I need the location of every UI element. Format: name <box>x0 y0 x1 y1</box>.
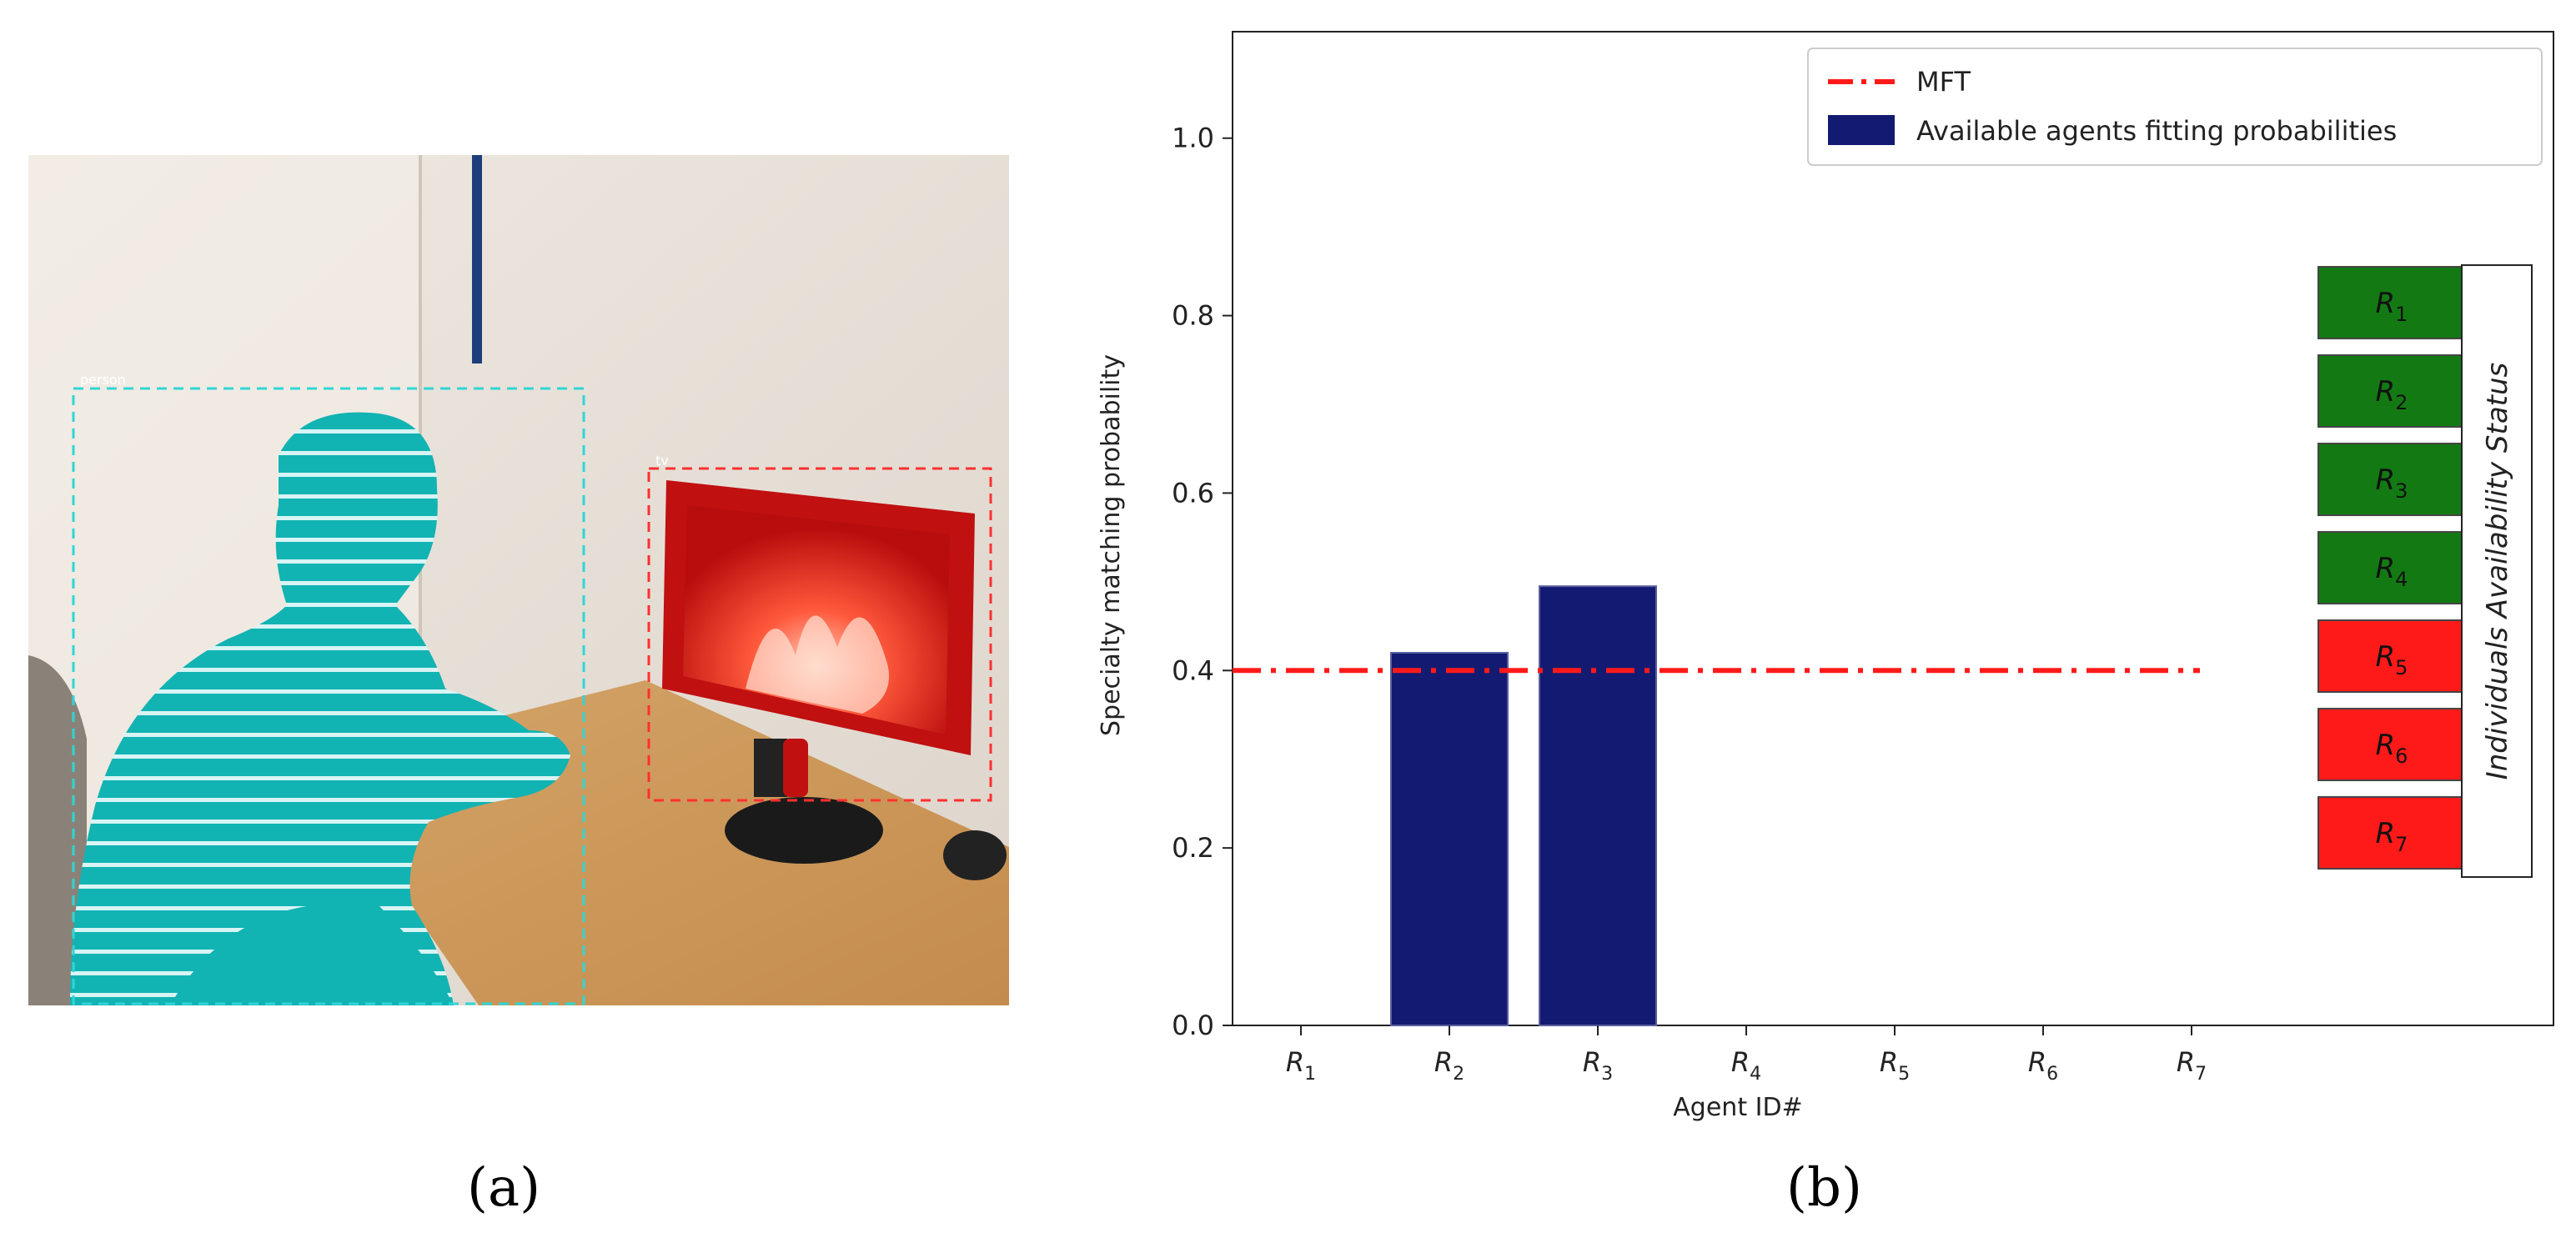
person-bounding-box <box>72 387 585 1005</box>
person-mask <box>70 412 570 1005</box>
flames <box>746 615 889 714</box>
y-tick-label: 0.0 <box>1172 1010 1214 1041</box>
x-tick-label: R5 <box>1880 1046 1910 1085</box>
legend-bar-swatch <box>1828 115 1895 145</box>
panel-b-label: (b) <box>1786 1157 1862 1219</box>
y-axis-label: Specialty matching probability <box>1097 354 1126 736</box>
status-box-R2 <box>2317 354 2466 429</box>
status-box-R1 <box>2317 266 2466 340</box>
status-box-R3 <box>2317 443 2466 517</box>
panel-a-label: (a) <box>467 1157 541 1219</box>
segmentation-photo: person tv <box>28 155 1009 1005</box>
x-tick-label: R2 <box>1434 1046 1464 1085</box>
bar-R3 <box>1539 585 1657 1026</box>
monitor-box-label: tv <box>655 453 669 469</box>
status-box-R5 <box>2317 619 2466 694</box>
status-box-label: R5 <box>2376 640 2408 679</box>
legend: MFT Available agents fitting probabilitie… <box>1807 48 2543 166</box>
x-tick-label: R7 <box>2177 1046 2207 1085</box>
x-tick-label: R4 <box>1731 1046 1761 1085</box>
status-title: Individuals Availability Status <box>2481 363 2514 780</box>
x-tick-label: R3 <box>1583 1046 1613 1085</box>
y-tick-label: 0.8 <box>1172 300 1214 332</box>
monitor-base <box>725 797 883 864</box>
mouse <box>943 830 1007 880</box>
legend-box <box>1807 48 2543 166</box>
bars <box>1390 585 1657 1026</box>
availability-status-panel: R1 R2 R3 R4 R5 R6 R7 Individuals Availability S… <box>2317 264 2533 879</box>
status-box-label: R2 <box>2376 375 2408 414</box>
x-tick-label: R1 <box>1286 1046 1316 1085</box>
status-title-box <box>2461 264 2533 879</box>
status-box-label: R1 <box>2376 287 2408 326</box>
x-ticks: R1 R2 R3 R4 R5 R6 R7 <box>1286 1025 2207 1085</box>
y-tick-label: 1.0 <box>1172 123 1214 154</box>
status-box-label: R3 <box>2376 464 2408 503</box>
x-axis-label: Agent ID# <box>1673 1093 1802 1122</box>
legend-mft-label: MFT <box>1916 66 1971 98</box>
monitor-neck-mask <box>783 739 808 797</box>
monitor-stand <box>754 739 787 797</box>
y-ticks: 0.0 0.2 0.4 0.6 0.8 1.0 <box>1172 123 1233 1041</box>
lanyard <box>472 155 482 363</box>
photo-panel: person tv <box>28 155 1009 1005</box>
y-tick-label: 0.6 <box>1172 477 1214 509</box>
monitor-bounding-box <box>647 467 992 802</box>
bar-R2 <box>1390 652 1509 1026</box>
status-box-label: R7 <box>2376 817 2408 856</box>
person-box-label: person <box>80 372 126 388</box>
person-legs-mask <box>170 903 454 1005</box>
status-box-label: R6 <box>2376 729 2408 768</box>
x-tick-label: R6 <box>2028 1046 2058 1085</box>
y-tick-label: 0.2 <box>1172 832 1214 864</box>
y-tick-label: 0.4 <box>1172 654 1214 686</box>
legend-bar-label: Available agents fitting probabilities <box>1916 115 2397 147</box>
status-box-R4 <box>2317 531 2466 605</box>
status-box-label: R4 <box>2376 552 2408 591</box>
status-box-R7 <box>2317 796 2466 870</box>
